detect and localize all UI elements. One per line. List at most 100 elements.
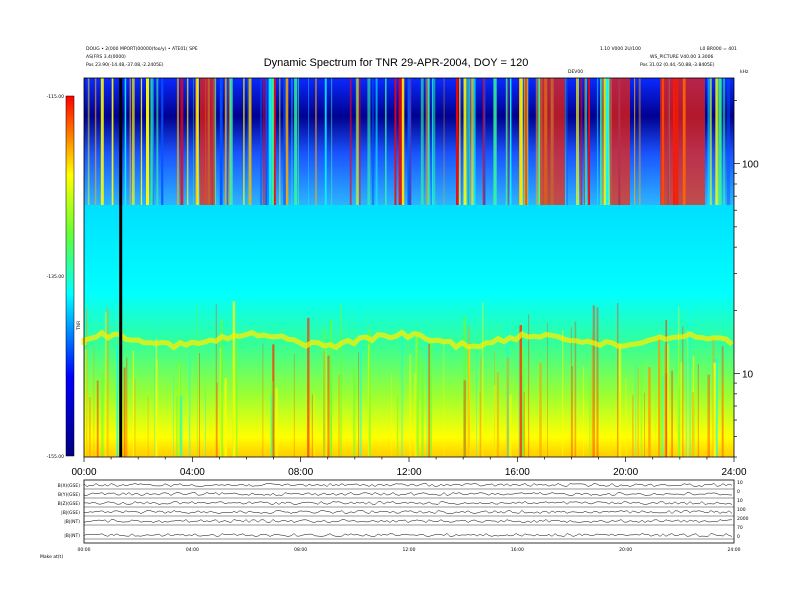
low-band-streak (666, 343, 670, 457)
high-band-streak (124, 78, 127, 205)
high-band-streak (315, 78, 317, 205)
high-band-streak (638, 78, 641, 205)
low-band-streak (680, 362, 683, 457)
low-band-streak (101, 371, 104, 457)
mag-time-label: 12:00 (403, 547, 416, 553)
high-band-streak (584, 78, 588, 205)
low-band-streak (311, 394, 313, 457)
mag-row-label: |B|(NT) (64, 519, 80, 525)
low-band-streak (236, 336, 238, 457)
high-band-streak (468, 78, 472, 205)
low-band-streak (528, 314, 530, 457)
mag-trace (83, 519, 733, 523)
high-band-burst (660, 78, 705, 205)
colorbar-tick-label: -135.00 (47, 274, 65, 280)
mag-trace (83, 492, 733, 496)
high-band-streak (349, 78, 352, 205)
high-band-streak (427, 78, 430, 205)
khz-unit-label: kHz (740, 70, 749, 75)
low-band-streak (224, 378, 227, 457)
low-band-streak (707, 374, 710, 457)
high-band-streak (603, 78, 607, 205)
high-band-streak (150, 78, 154, 205)
high-band-streak (324, 78, 327, 205)
header-info-right-1: 1.10 V000 2U/100 (600, 47, 641, 52)
low-band-streak (93, 346, 95, 457)
low-band-streak (618, 343, 622, 457)
mag-right-label: 2000 (737, 516, 749, 522)
low-band-streak (430, 340, 432, 457)
high-band-streak (356, 78, 359, 205)
low-band-streak (648, 367, 651, 457)
low-band-streak (401, 332, 403, 457)
header-ticker-label: DEV00 (568, 70, 584, 75)
low-band-streak (105, 312, 107, 457)
low-band-streak (494, 351, 495, 457)
low-band-streak (678, 343, 681, 457)
time-tick-label: 16:00 (505, 467, 530, 478)
low-band-streak (463, 317, 466, 457)
low-band-streak (519, 325, 522, 457)
mag-time-label: 08:00 (294, 547, 307, 553)
high-band-streak (226, 78, 228, 205)
high-band-streak (268, 78, 272, 205)
mag-right-label: 0 (737, 489, 740, 495)
low-band-streak (368, 344, 370, 457)
low-band-streak (196, 303, 198, 457)
high-band-streak (264, 78, 266, 205)
high-band-streak (463, 78, 467, 205)
low-band-streak (692, 356, 695, 457)
low-band-streak (426, 331, 428, 457)
low-band-streak (722, 382, 724, 457)
low-band-streak (134, 379, 136, 457)
high-band-streak (461, 78, 463, 205)
high-band-streak (519, 78, 523, 205)
low-band-streak (179, 364, 180, 457)
high-band-streak (474, 78, 476, 205)
high-band-streak (180, 78, 184, 205)
low-band-streak (506, 357, 510, 457)
low-band-streak (480, 357, 482, 457)
spectrogram-panel (81, 77, 735, 458)
low-band-streak (205, 393, 206, 457)
frequency-tick-label: 100 (742, 160, 759, 171)
low-band-streak (547, 322, 548, 457)
low-band-streak (323, 327, 325, 457)
frequency-tick-label: 10 (742, 369, 754, 380)
magnetometer-panel: B(X)(GSE) B(Y)(GSE) B(Z)(GSE) |B|(GSE) |B|(N… (40, 479, 749, 560)
mag-row-label: B(Y)(GSE) (58, 492, 80, 498)
high-band-streak (425, 78, 429, 205)
colorbar-tick-label: -155.00 (47, 454, 65, 460)
high-band-streak (129, 78, 131, 205)
low-band-streak (592, 305, 595, 457)
header-position-right: Pos 31.02 (0.44,-50.88,-3.8405E) (640, 63, 715, 68)
low-band-streak (219, 348, 222, 457)
high-band-streak (131, 78, 135, 205)
high-band-streak (523, 78, 526, 205)
high-band-streak (420, 78, 424, 205)
high-band-streak (385, 78, 387, 205)
high-band-streak (538, 78, 542, 205)
mag-row-label: |B|(GSE) (61, 510, 80, 516)
mag-trace (83, 510, 733, 514)
low-band-streak (665, 320, 667, 457)
low-band-streak (443, 340, 445, 457)
low-band-streak (715, 359, 718, 457)
high-band-streak (229, 78, 233, 205)
low-band-streak (270, 381, 274, 457)
header-info-right-2: WS_PICTURE V40.00 3.3006 (650, 55, 714, 60)
mag-right-label: 70 (737, 525, 743, 531)
low-band-streak (574, 321, 577, 457)
low-band-streak (216, 382, 218, 457)
high-band-streak (398, 78, 402, 205)
high-band-streak (467, 78, 471, 205)
high-band-streak (156, 78, 159, 205)
high-band-streak (605, 78, 609, 205)
low-band-streak (314, 394, 315, 457)
high-band-streak (565, 78, 567, 205)
frequency-axis: 10 100 (734, 100, 759, 458)
low-band-streak (414, 372, 417, 457)
high-band-streak (432, 78, 436, 205)
low-band-streak (691, 392, 694, 457)
low-band-streak (189, 355, 191, 457)
